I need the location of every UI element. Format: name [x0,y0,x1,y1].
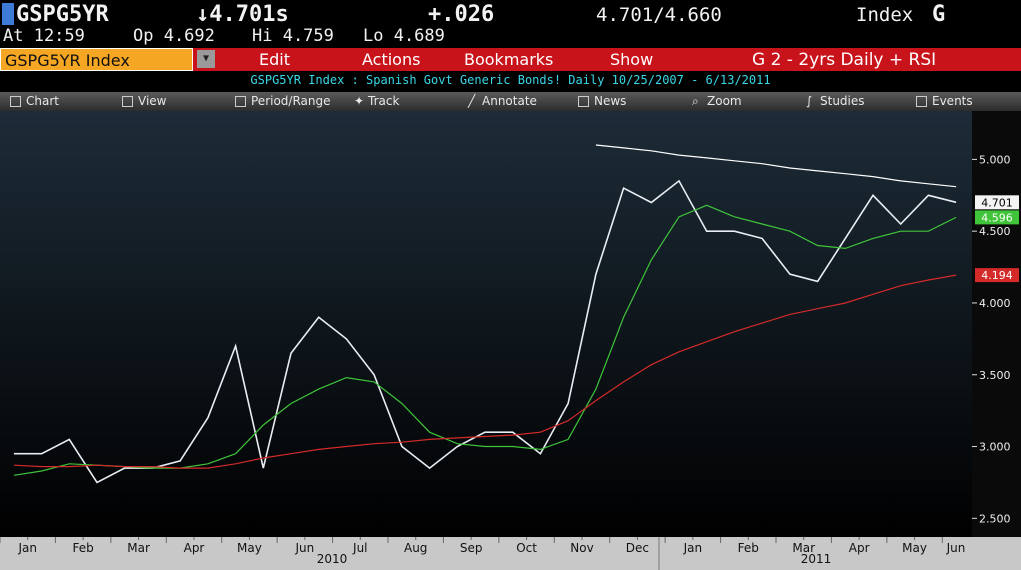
x-tick-label: Jun [946,541,966,555]
x-tick-label: Dec [626,541,649,555]
icon [578,96,589,107]
menu-item[interactable]: Edit [259,50,290,69]
bid-ask: 4.701/4.660 [596,4,722,26]
y-tick-label: 2.500 [979,512,1011,525]
x-tick-label: Jan [17,541,37,555]
x-tick-label: Mar [792,541,815,555]
tool[interactable]: View [138,94,167,108]
icon [235,96,246,107]
low: Lo 4.689 [363,26,445,46]
x-tick-label: Feb [738,541,759,555]
market: Index [856,4,914,26]
high: Hi 4.759 [252,26,334,46]
tool[interactable]: Track [368,94,400,108]
last-value-box [975,268,1019,283]
y-tick-label: 3.000 [979,441,1011,454]
function: G [932,2,946,27]
x-tick-label: Apr [184,541,205,555]
year-label: 2010 [317,552,348,566]
x-tick-label: May [237,541,262,555]
menu-item[interactable]: Bookmarks [464,50,554,69]
icon: ⌕ [692,94,699,108]
ticker: GSPG5YR [16,2,109,27]
tool[interactable]: News [594,94,627,108]
y-tick-label: 5.000 [979,153,1011,166]
x-tick-label: Jan [683,541,703,555]
x-tick-label: Sep [460,541,483,555]
icon [122,96,133,107]
dropdown[interactable]: ▼ [197,50,215,68]
series-line [13,179,957,484]
last-value-box [975,195,1019,210]
chart: 2010 2011 2.500 3.000 3.500 4.000 4.500 5.000… [0,111,1021,570]
x-tick-label: Feb [73,541,94,555]
x-tick-label: May [902,541,927,555]
year-label: 2011 [801,552,832,566]
x-tick-label: Nov [570,541,593,555]
x-tick-label: Oct [516,541,537,555]
menu-bar: GSPG5YR Index ▼ Edit Actions Bookmarks S… [0,48,1021,71]
y-tick-label: 4.000 [979,297,1011,310]
tool[interactable]: Studies [820,94,865,108]
y-axis-panel [972,111,1021,537]
series-line [595,144,957,188]
icon [10,96,21,107]
x-tick-label: Aug [404,541,427,555]
subtitle: GSPG5YR Index : Spanish Govt Generic Bon… [250,73,771,87]
tool[interactable]: Chart [26,94,59,108]
icon: ✦ [354,94,365,108]
chart-name: G 2 - 2yrs Daily + RSI [752,50,937,70]
toolbar: Chart View Period/Range ✦ Track ╱ Annotate… [0,92,1021,111]
plot-area [0,111,972,537]
tool[interactable]: Events [932,94,973,108]
time: At 12:59 [3,26,85,46]
tool[interactable]: Zoom [707,94,742,108]
cursor [2,3,14,25]
last-value-label: 4.194 [981,269,1013,282]
icon [916,96,927,107]
y-tick-label: 4.500 [979,225,1011,238]
x-tick-label: Mar [127,541,150,555]
y-tick-label: 3.500 [979,369,1011,382]
menu-item[interactable]: Show [610,50,654,69]
x-tick-label: Apr [849,541,870,555]
change: +.026 [428,2,495,27]
icon: ∫ [806,94,813,108]
tool[interactable]: Period/Range [251,94,331,108]
menu-item[interactable]: Actions [362,50,421,69]
last-value-box [975,210,1019,225]
tool[interactable]: Annotate [482,94,537,108]
last-price: ↓4.701s [196,2,289,27]
last-value-label: 4.701 [981,196,1013,209]
x-tick-label: Jul [352,541,367,555]
x-axis-panel [0,537,1021,570]
last-value-label: 4.596 [981,211,1013,224]
security-field[interactable]: GSPG5YR Index [0,48,193,71]
open: Op 4.692 [133,26,215,46]
series-line [13,274,957,469]
icon: ╱ [468,94,476,108]
x-tick-label: Jun [294,541,314,555]
